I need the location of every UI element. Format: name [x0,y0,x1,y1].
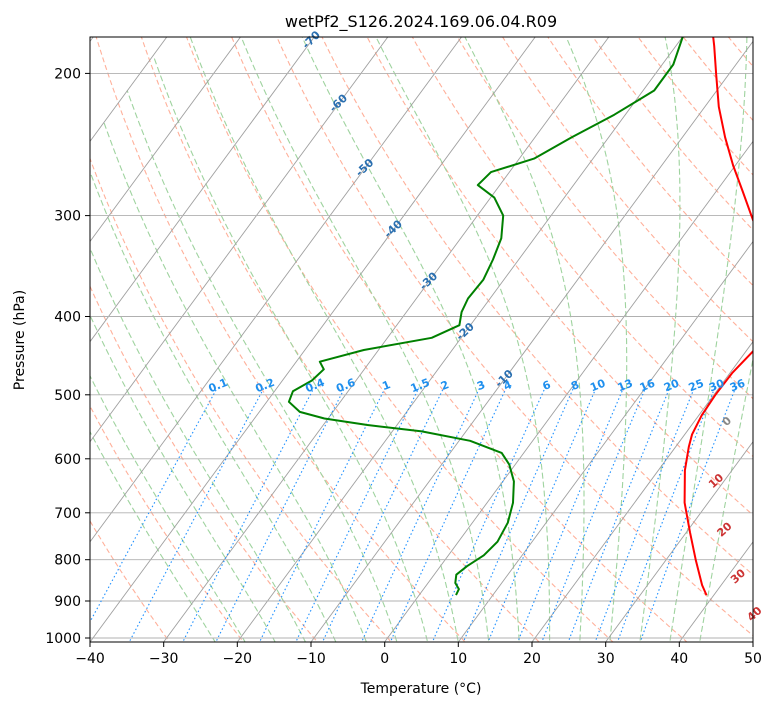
mixing-ratio-label: 8 [569,378,581,393]
isotherm [90,37,536,642]
y-tick-label: 200 [54,66,81,82]
mixing-ratio-label: 20 [662,377,681,395]
x-tick-label: 10 [449,651,467,667]
plot-frame [89,36,754,643]
mixing-ratio-line [182,387,315,642]
x-tick-label: 0 [380,651,389,667]
x-tick-label: 20 [523,651,541,667]
isotherm [384,140,753,642]
x-tick-label: −40 [75,651,105,667]
y-tick-label: 900 [54,594,81,610]
mixing-ratio-line [616,387,716,642]
moist-adiabat [90,246,307,642]
dry-adiabat [366,37,753,516]
mixing-ratio-line [541,387,647,642]
dry-adiabat [547,37,753,287]
moist-adiabat [240,37,490,642]
moist-adiabat [301,37,520,642]
x-tick-label: −30 [149,651,179,667]
mixing-ratio-line [639,387,737,642]
mixing-ratio-label: 2 [439,378,451,393]
x-axis-label: Temperature (°C) [360,681,482,697]
data-lines [287,37,753,596]
mixing-ratio-line [567,387,671,642]
mixing-ratio-line [128,387,265,642]
dry-adiabat [592,37,753,231]
isotherm [163,37,610,642]
dry-adiabat [321,37,753,576]
mixing-ratio-label: 13 [616,377,635,395]
y-tick-label: 800 [54,553,81,569]
isotherm [310,40,753,642]
mixing-ratio-line [389,387,507,642]
moist-adiabat [90,170,337,642]
y-tick-label: 1000 [45,631,81,647]
y-axis-label: Pressure (hPa) [12,290,28,390]
y-tick-label: 300 [54,209,81,225]
mixing-ratio-label: 3 [475,378,487,393]
isotherm [531,340,753,642]
moist-adiabat [126,90,398,642]
mixing-ratio-label: 10 [588,377,607,395]
moist-adiabat [90,314,276,642]
isotherm [90,37,463,543]
mixing-ratio-label: 25 [687,377,706,395]
dry-adiabat [231,37,688,642]
y-tick-label: 700 [54,506,81,522]
dewpoint-trace [287,37,684,596]
mixing-ratio-line [90,387,218,624]
mixing-ratio-line [321,387,445,642]
mixing-ratio-label: 36 [728,377,747,395]
y-tick-label: 500 [54,388,81,404]
mixing-ratio-label: 1 [380,378,392,393]
mixing-ratio-line [361,387,481,642]
dry-adiabat [95,37,466,642]
temperature-trace [683,37,753,596]
dry-adiabat [456,37,753,400]
x-axis: −40 −30 −20 −10 0 10 20 30 40 50 [75,642,762,667]
mixing-ratio-label: 30 [707,377,726,395]
isotherm [236,37,684,642]
y-axis: 1002003004005006007008009001000 [45,66,90,647]
dry-adiabat [411,37,753,458]
chart-title: wetPf2_S126.2024.169.06.04.R09 [285,12,557,32]
isotherm [90,37,389,443]
mixing-ratio-line [517,387,625,642]
mixing-ratio-label: 16 [638,377,657,395]
mixing-ratio-line [258,387,386,642]
moist-adiabat [103,122,368,642]
y-tick-label: 400 [54,310,81,326]
x-tick-label: 50 [744,651,762,667]
x-tick-label: −10 [296,651,326,667]
moist-adiabat [90,430,216,642]
mixing-ratio-line [215,387,346,642]
y-tick-label: 600 [54,452,81,468]
x-tick-label: 40 [670,651,688,667]
x-tick-label: 30 [597,651,615,667]
mixing-ratio-line [295,387,420,642]
x-tick-label: −20 [223,651,253,667]
isotherm [90,37,315,343]
